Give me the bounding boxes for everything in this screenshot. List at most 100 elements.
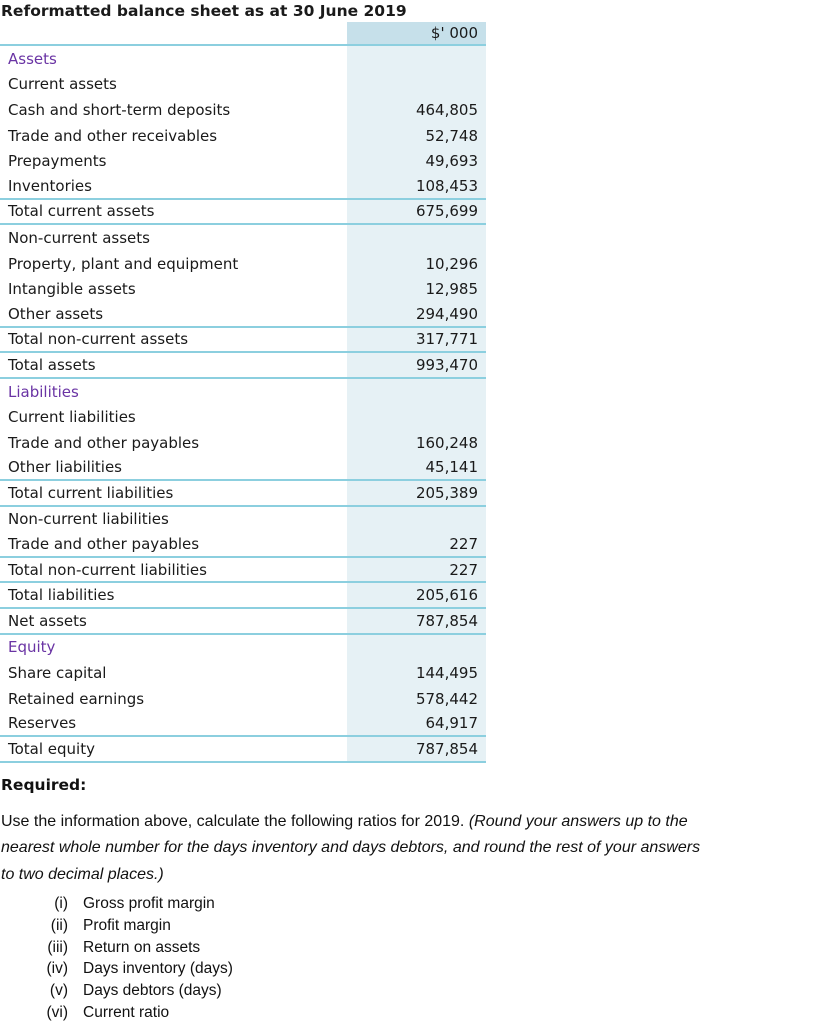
row-value: 294,490 — [347, 301, 486, 326]
item-label: Return on assets — [83, 938, 201, 956]
required-item: (vi) Current ratio — [0, 1002, 814, 1024]
table-row: Total equity 787,854 — [0, 737, 486, 763]
table-row: Prepayments 49,693 — [0, 148, 486, 174]
required-item: (ii) Profit margin — [0, 915, 814, 937]
instruction-line: to two decimal places.) — [1, 862, 814, 889]
row-label: Total non-current liabilities — [8, 560, 207, 579]
row-label: Non-current assets — [8, 228, 150, 247]
row-value: 578,442 — [347, 685, 486, 712]
balance-sheet-table: $' 000 Assets Current assets Cash and shor… — [0, 22, 486, 763]
table-row: Net assets 787,854 — [0, 609, 486, 635]
required-item: (iii) Return on assets — [0, 937, 814, 959]
table-row: Trade and other payables 227 — [0, 532, 486, 558]
row-value — [347, 225, 486, 251]
row-label: Cash and short-term deposits — [8, 100, 231, 119]
instruction-text-italic: to two decimal places.) — [1, 865, 164, 883]
item-numeral: (i) — [54, 895, 68, 913]
required-list: (i) Gross profit margin (ii) Profit margin(… — [0, 893, 814, 1023]
required-section: Required: Use the information above, cal… — [0, 776, 814, 1024]
row-value — [347, 46, 486, 72]
row-label: Trade and other payables — [8, 535, 200, 554]
row-value — [347, 404, 486, 430]
table-row: Total non-current assets 317,771 — [0, 327, 486, 354]
row-value: 45,141 — [347, 455, 486, 480]
row-label: Current liabilities — [8, 408, 136, 427]
row-label: Retained earnings — [8, 689, 145, 708]
row-value: 464,805 — [347, 97, 486, 123]
instruction-line: nearest whole number for the days invent… — [1, 835, 814, 862]
table-row: Share capital 144,495 — [0, 660, 486, 686]
row-value: 64,917 — [347, 711, 486, 736]
row-label: Non-current liabilities — [8, 510, 169, 529]
row-label: Property, plant and equipment — [8, 254, 239, 273]
table-row: Reserves 64,917 — [0, 711, 486, 738]
table-row: Other assets 294,490 — [0, 301, 486, 328]
unit-header: $' 000 — [347, 22, 486, 44]
row-value: 108,453 — [347, 173, 486, 198]
row-value: 675,699 — [347, 199, 486, 224]
row-value: 317,771 — [347, 327, 486, 352]
row-value: 49,693 — [347, 148, 486, 174]
row-value — [347, 506, 486, 533]
row-label: Net assets — [8, 611, 87, 630]
row-value — [347, 71, 486, 98]
row-value: 10,296 — [347, 250, 486, 277]
item-numeral: (vi) — [46, 1003, 68, 1021]
item-numeral: (v) — [49, 981, 68, 999]
row-label: Intangible assets — [8, 280, 136, 299]
instruction-text: Use the information above, calculate the… — [1, 812, 469, 830]
instruction-text-italic: nearest whole number for the days invent… — [1, 839, 701, 857]
row-value — [347, 634, 486, 661]
item-numeral: (ii) — [50, 916, 68, 934]
table-row: Trade and other receivables 52,748 — [0, 122, 486, 149]
required-item: (i) Gross profit margin — [0, 893, 814, 915]
item-label: Days inventory (days) — [83, 960, 233, 978]
row-label: Total assets — [8, 355, 96, 374]
row-label: Total non-current assets — [8, 330, 189, 349]
row-label: Other assets — [8, 304, 104, 323]
required-item: (iv) Days inventory (days) — [0, 958, 814, 980]
table-row: Inventories 108,453 — [0, 173, 486, 200]
row-label: Inventories — [8, 176, 92, 195]
row-value: 160,248 — [347, 429, 486, 456]
table-row: Assets — [0, 46, 486, 72]
table-row: Total current assets 675,699 — [0, 199, 486, 226]
table-row: Intangible assets 12,985 — [0, 276, 486, 302]
instruction-text-italic: (Round your answers up to the — [468, 812, 688, 830]
table-row: Retained earnings 578,442 — [0, 685, 486, 712]
row-label: Total liabilities — [8, 586, 115, 605]
row-value: 787,854 — [347, 609, 486, 633]
item-numeral: (iii) — [47, 938, 68, 956]
instruction-paragraph: Use the information above, calculate the… — [0, 809, 814, 889]
table-row: Current liabilities — [0, 404, 486, 430]
row-label: Total current assets — [8, 202, 155, 221]
table-row: Total current liabilities 205,389 — [0, 481, 486, 507]
required-heading: Required: — [1, 775, 87, 794]
row-value: 205,616 — [347, 583, 486, 608]
item-numeral: (iv) — [46, 960, 68, 978]
item-label: Profit margin — [83, 916, 171, 934]
table-row: Current assets — [0, 71, 486, 98]
item-label: Days debtors (days) — [83, 981, 222, 999]
row-label: Total equity — [8, 739, 95, 758]
item-label: Current ratio — [83, 1003, 170, 1021]
header-label-cell — [0, 22, 347, 44]
table-row: Cash and short-term deposits 464,805 — [0, 97, 486, 123]
row-label: Reserves — [8, 714, 77, 733]
row-value: 993,470 — [347, 353, 486, 377]
row-value: 227 — [347, 532, 486, 556]
row-value — [347, 378, 486, 405]
row-value: 52,748 — [347, 122, 486, 149]
row-value: 205,389 — [347, 481, 486, 505]
table-row: Other liabilities 45,141 — [0, 455, 486, 482]
item-label: Gross profit margin — [83, 895, 215, 913]
row-label: Assets — [8, 49, 57, 68]
row-value: 227 — [347, 557, 486, 582]
row-label: Trade and other payables — [8, 433, 200, 452]
row-label: Prepayments — [8, 152, 107, 171]
table-row: Total assets 993,470 — [0, 353, 486, 379]
table-body: Assets Current assets Cash and short-term … — [0, 46, 486, 763]
row-label: Equity — [8, 638, 56, 657]
required-item: (v) Days debtors (days) — [0, 980, 814, 1002]
